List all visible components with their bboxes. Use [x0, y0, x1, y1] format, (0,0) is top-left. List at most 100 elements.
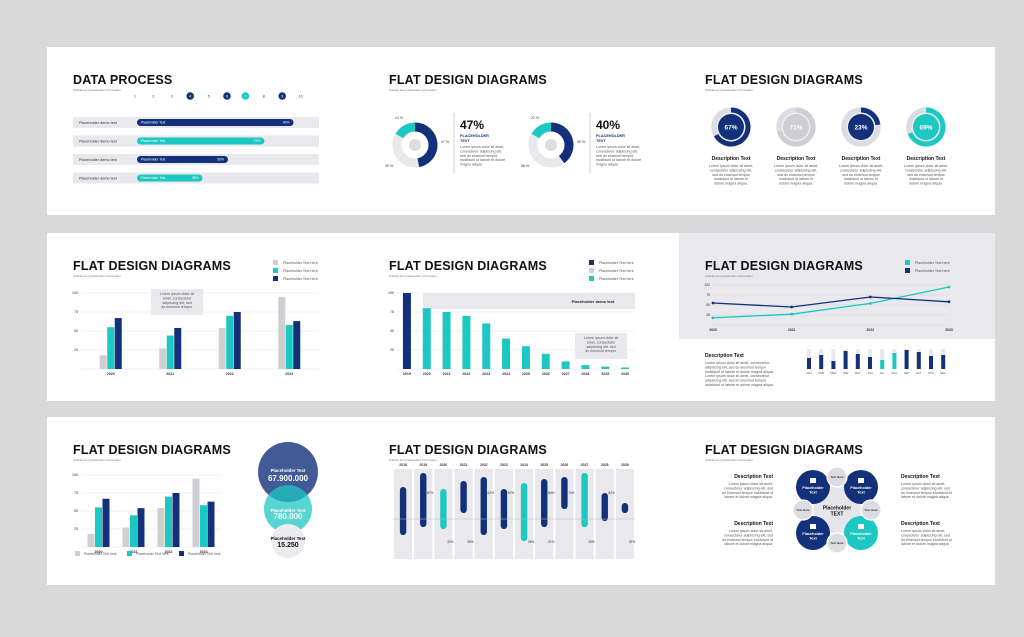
donut-pct-c: 39 %	[385, 164, 394, 168]
bar	[293, 321, 301, 369]
quad-circle	[796, 516, 830, 550]
quad-icon	[810, 524, 816, 529]
bar	[102, 498, 110, 547]
legend-text: Placeholder Text here	[84, 552, 117, 556]
slide-subtitle: Subtitle text placeholder information	[705, 274, 753, 278]
ring-label: Description Text	[907, 156, 946, 162]
float-bar	[561, 477, 568, 509]
quad-icon	[858, 524, 864, 529]
slide-title: FLAT DESIGN DIAGRAMS	[705, 443, 863, 457]
process-graphic: 1 2 3 4 5 6 7 8 9 10 Placeholder demo text Placehol…	[73, 92, 319, 184]
step-dot	[186, 92, 194, 100]
x-tick: 2022	[165, 550, 173, 554]
month-label: AUG	[891, 371, 897, 375]
legend-swatch	[589, 268, 594, 273]
mini-bar	[843, 351, 848, 369]
year-label: 2023	[500, 463, 508, 467]
year-label: 2024	[520, 463, 528, 467]
slide-line-chart[interactable]: FLAT DESIGN DIAGRAMS Subtitle text place…	[679, 233, 995, 401]
y-tick: 50	[706, 303, 710, 307]
bar	[166, 335, 174, 369]
slide-subtitle: Subtitle text placeholder information	[73, 274, 121, 278]
mini-bar	[929, 356, 933, 369]
bar	[502, 338, 511, 369]
step-number: 8	[263, 95, 265, 99]
x-tick: 2025	[522, 372, 530, 376]
pct-top: 87%	[427, 491, 434, 495]
banner-text: Placeholder demo text	[572, 299, 615, 304]
float-bar	[581, 473, 588, 527]
desc-label: Description Text	[734, 474, 773, 480]
donut-arc-main	[414, 122, 438, 168]
quad-circle	[796, 470, 830, 504]
x-tick: 2021	[166, 372, 174, 376]
slide-descending-bar[interactable]: FLAT DESIGN DIAGRAMS Subtitle text place…	[363, 233, 679, 401]
ring-body: Lorem ipsum dolor sit amet, consectetur a…	[839, 164, 883, 186]
ring-body: Lorem ipsum dolor sit amet, consectetur a…	[709, 164, 753, 186]
bar	[218, 327, 226, 369]
x-tick: 2021	[443, 372, 451, 376]
row-bar	[137, 174, 203, 182]
year-label: 2029	[621, 463, 629, 467]
row-pct: 50%	[217, 158, 224, 162]
bar	[581, 365, 590, 369]
pct-top: 67%	[508, 491, 515, 495]
bar	[541, 353, 550, 369]
quad-label: Placeholder	[802, 532, 824, 536]
floating-bar-chart: 2018 2019 2020 2021 2022 2023 2024 2025 2026 2027…	[393, 463, 635, 559]
step-number: 4	[189, 95, 191, 99]
legend-swatch	[179, 551, 184, 556]
step-number: 3	[171, 95, 173, 99]
month-label: JUL	[880, 371, 885, 375]
bar	[442, 312, 451, 369]
donut-big-pct: 47%	[460, 118, 484, 132]
bubble	[264, 485, 312, 533]
series-point	[790, 312, 794, 316]
row-label: Placeholder demo text	[79, 140, 118, 144]
x-tick: 2023	[285, 372, 293, 376]
slide-floating-bars[interactable]: FLAT DESIGN DIAGRAMS Subtitle text place…	[363, 417, 679, 585]
y-tick: 50	[74, 509, 78, 513]
month-label: OCT	[916, 371, 922, 375]
ring-label: Description Text	[777, 156, 816, 162]
donut-label: PLACEHOLDER	[460, 134, 489, 138]
slide-bubbles[interactable]: FLAT DESIGN DIAGRAMS Subtitle text place…	[47, 417, 363, 585]
slide-donuts[interactable]: FLAT DESIGN DIAGRAMS Subtitle text place…	[363, 47, 679, 215]
desc-label: Description Text	[901, 474, 940, 480]
series-point	[790, 305, 794, 309]
small-label: Text Here	[830, 541, 844, 545]
legend-swatch	[273, 268, 278, 273]
row-label: Placeholder demo text	[79, 177, 118, 181]
center-label-2: TEXT	[831, 512, 844, 518]
x-tick: 2022	[226, 372, 234, 376]
ring-arc	[907, 107, 946, 147]
quad-circle	[844, 516, 878, 550]
bar	[165, 496, 172, 547]
slide-subtitle: Subtitle text placeholder information	[389, 274, 437, 278]
x-tick: 2030	[621, 372, 629, 376]
float-bar	[440, 489, 447, 529]
desc-label: Description Text	[734, 521, 773, 527]
slide-data-process[interactable]: DATA PROCESS Subtitle text placeholder i…	[47, 47, 363, 215]
slide-subtitle: Subtitle text placeholder information	[73, 458, 121, 462]
ring-center	[848, 114, 874, 140]
bar	[107, 327, 115, 369]
year-label: 2028	[601, 463, 609, 467]
slide-rings[interactable]: FLAT DESIGN DIAGRAMS Subtitle text place…	[679, 47, 995, 215]
slide-grouped-bar[interactable]: FLAT DESIGN DIAGRAMS Subtitle text place…	[47, 233, 363, 401]
pct-bot: 32%	[447, 540, 454, 544]
legend-text: Placeholder Text here	[283, 261, 318, 265]
float-bar	[399, 487, 407, 535]
slide-cycle[interactable]: FLAT DESIGN DIAGRAMS Subtitle text place…	[679, 417, 995, 585]
callout-box	[575, 333, 627, 359]
y-tick: 100	[704, 283, 710, 287]
legend-text: Placeholder Text here	[599, 269, 634, 273]
step-number: 6	[226, 95, 228, 99]
x-tick: 2029	[601, 372, 609, 376]
callout-box	[151, 289, 203, 315]
quad-label: Placeholder	[802, 486, 824, 490]
slide-title: FLAT DESIGN DIAGRAMS	[73, 259, 231, 273]
year-label: 2019	[419, 463, 427, 467]
month-label: MAY	[855, 371, 861, 375]
y-tick: 75	[74, 491, 78, 495]
